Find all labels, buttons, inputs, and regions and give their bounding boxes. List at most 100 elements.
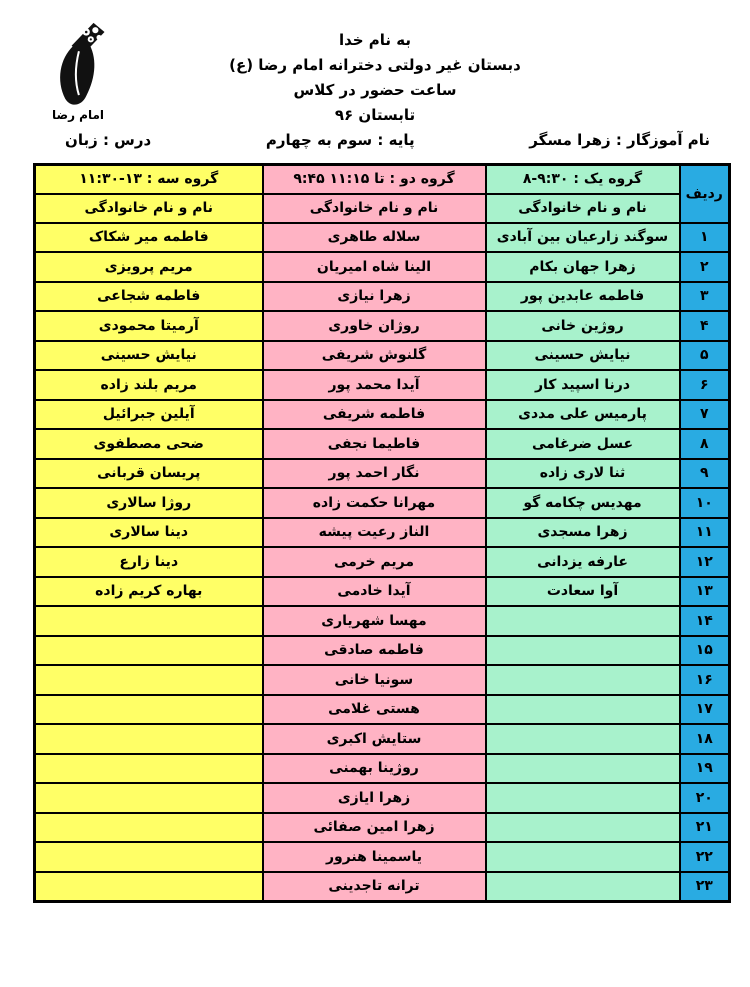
group1-name-cell: مهدیس چکامه گو <box>484 487 681 519</box>
table-row: ۱۶ سونیا خانی <box>33 664 731 696</box>
row-number-cell: ۱۹ <box>678 752 731 784</box>
group1-name-cell <box>484 723 681 755</box>
group1-name-cell: عسل ضرغامی <box>484 428 681 460</box>
group2-name-cell: ترانه تاجدینی <box>261 870 487 902</box>
subject-label: درس : زبان <box>65 131 152 149</box>
group3-name-cell: فاطمه میر شکاک <box>33 221 264 253</box>
table-row: ۱۹ روژینا بهمنی <box>33 752 731 784</box>
group1-name-cell <box>484 605 681 637</box>
group3-name-cell: بهاره کریم زاده <box>33 575 264 607</box>
row-number-cell: ۶ <box>678 369 731 401</box>
name-header-row: نام و نام خانوادگی نام و نام خانوادگی نا… <box>33 192 730 224</box>
row-number-cell: ۱۵ <box>678 634 731 666</box>
row-number-cell: ۱۷ <box>678 693 731 725</box>
group2-name-cell: سونیا خانی <box>261 664 487 696</box>
group2-name-cell: روژینا بهمنی <box>261 752 487 784</box>
group3-header: گروه سه : ⁦۱۱:۳۰-۱۳⁩ <box>33 163 264 195</box>
row-number-cell: ۱۰ <box>678 487 731 519</box>
group1-name-cell: پارمیس علی مددی <box>484 398 681 430</box>
school-name-line: دبستان غیر دولتی دخترانه امام رضا (ع) <box>229 56 521 74</box>
group1-name-cell: آوا سعادت <box>484 575 681 607</box>
group3-name-header: نام و نام خانوادگی <box>33 192 264 224</box>
group2-name-cell: فاطیما نجفی <box>261 428 487 460</box>
group2-name-cell: گلنوش شریفی <box>261 339 487 371</box>
row-number-cell: ۱۴ <box>678 605 731 637</box>
group2-name-cell: آیدا خادمی <box>261 575 487 607</box>
group-header-row: ردیف گروه یک : ⁦۸-۹:۳۰⁩ گروه دو : ⁦۹:۴۵ … <box>33 163 731 224</box>
table-row: ۱۳ آوا سعادت آیدا خادمی بهاره کریم زاده <box>33 575 731 607</box>
group3-name-cell: مریم بلند زاده <box>33 369 264 401</box>
group2-name-cell: الینا شاه امیریان <box>261 251 487 283</box>
row-number-cell: ۳ <box>678 280 731 312</box>
row-number-cell: ۱۶ <box>678 664 731 696</box>
group3-name-cell <box>33 723 264 755</box>
group2-name-cell: روژان خاوری <box>261 310 487 342</box>
group2-name-cell: مریم خرمی <box>261 546 487 578</box>
table-row: ۱۴ مهسا شهریاری <box>33 605 731 637</box>
group1-name-cell: عارفه یزدانی <box>484 546 681 578</box>
group1-name-cell: زهرا جهان بکام <box>484 251 681 283</box>
group3-name-cell <box>33 811 264 843</box>
group3-name-cell <box>33 782 264 814</box>
row-number-cell: ۲۳ <box>678 870 731 902</box>
table-row: ۱۵ فاطمه صادقی <box>33 634 731 666</box>
table-row: ۲۳ ترانه تاجدینی <box>33 870 731 902</box>
table-row: ۳ فاطمه عابدین پور زهرا نیازی فاطمه شجاعی <box>33 280 731 312</box>
info-row: نام آموزگار : زهرا مسگر پایه : سوم به چه… <box>33 131 728 149</box>
row-number-cell: ۷ <box>678 398 731 430</box>
group3-name-cell: فاطمه شجاعی <box>33 280 264 312</box>
table-row: ۱ سوگند زارعیان بین آبادی سلاله طاهری فاطمه… <box>33 221 731 253</box>
attendance-table: ردیف گروه یک : ⁦۸-۹:۳۰⁩ گروه دو : ⁦۹:۴۵ … <box>33 163 731 903</box>
group2-name-cell: هستی غلامی <box>261 693 487 725</box>
group1-name-cell <box>484 693 681 725</box>
group3-name-cell <box>33 752 264 784</box>
group2-name-cell: مهرانا حکمت زاده <box>261 487 487 519</box>
group1-name-header: نام و نام خانوادگی <box>484 192 681 224</box>
group2-name-cell: ستایش اکبری <box>261 723 487 755</box>
row-number-cell: ۲۱ <box>678 811 731 843</box>
logo-caption: امام رضا <box>51 108 105 122</box>
group3-name-cell: پریسان قربانی <box>33 457 264 489</box>
group1-name-cell <box>484 634 681 666</box>
group3-name-cell: آرمیتا محمودی <box>33 310 264 342</box>
group2-name-cell: آیدا محمد پور <box>261 369 487 401</box>
row-number-cell: ۲ <box>678 251 731 283</box>
group3-name-cell: مریم پرویزی <box>33 251 264 283</box>
group3-name-cell: روژا سالاری <box>33 487 264 519</box>
group3-name-cell <box>33 605 264 637</box>
group1-name-cell <box>484 752 681 784</box>
group3-name-cell <box>33 634 264 666</box>
group1-name-cell <box>484 841 681 873</box>
group1-name-cell: فاطمه عابدین پور <box>484 280 681 312</box>
group1-header: گروه یک : ⁦۸-۹:۳۰⁩ <box>484 163 681 195</box>
row-number-cell: ۲۰ <box>678 782 731 814</box>
table-row: ۸ عسل ضرغامی فاطیما نجفی ضحی مصطفوی <box>33 428 731 460</box>
term-line: تابستان ۹۶ <box>334 106 416 124</box>
table-row: ۶ درنا اسپید کار آیدا محمد پور مریم بلند زا… <box>33 369 731 401</box>
group1-name-cell: ثنا لاری زاده <box>484 457 681 489</box>
table-row: ۲۰ زهرا ایازی <box>33 782 731 814</box>
table-row: ۱۷ هستی غلامی <box>33 693 731 725</box>
group2-name-header: نام و نام خانوادگی <box>261 192 487 224</box>
group2-name-cell: نگار احمد پور <box>261 457 487 489</box>
row-number-cell: ۲۲ <box>678 841 731 873</box>
group1-name-cell: نیایش حسینی <box>484 339 681 371</box>
group2-name-cell: مهسا شهریاری <box>261 605 487 637</box>
group2-name-cell: زهرا امین صفائی <box>261 811 487 843</box>
group1-name-cell <box>484 782 681 814</box>
tulip-logo-icon <box>60 22 105 105</box>
row-number-cell: ۸ <box>678 428 731 460</box>
group1-name-cell <box>484 664 681 696</box>
bismillah-line: به نام خدا <box>338 31 412 49</box>
table-row: ۲۲ یاسمینا هنرور <box>33 841 731 873</box>
row-number-header: ردیف <box>678 163 731 224</box>
group3-name-cell: نیایش حسینی <box>33 339 264 371</box>
row-number-cell: ۱۱ <box>678 516 731 548</box>
group2-name-cell: الناز رعیت پیشه <box>261 516 487 548</box>
group1-name-cell: روژین خانی <box>484 310 681 342</box>
table-row: ۱۱ زهرا مسجدی الناز رعیت پیشه دینا سالاری <box>33 516 731 548</box>
row-number-cell: ۹ <box>678 457 731 489</box>
group3-name-cell: دینا زارع <box>33 546 264 578</box>
table-row: ۴ روژین خانی روژان خاوری آرمیتا محمودی <box>33 310 731 342</box>
group3-name-cell <box>33 841 264 873</box>
